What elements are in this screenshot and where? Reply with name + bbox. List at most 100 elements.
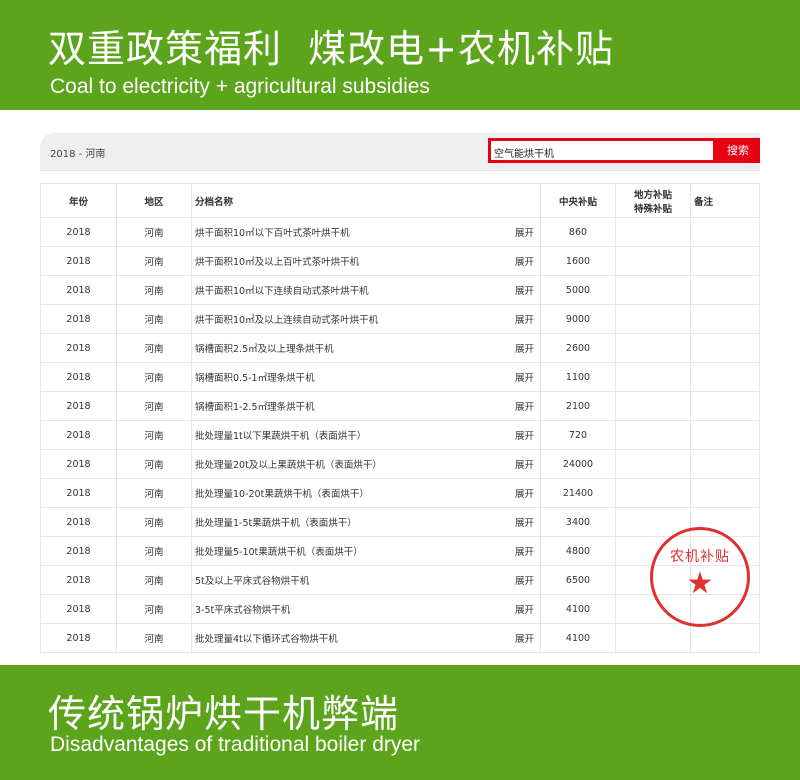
expand-link[interactable]: 展开 <box>480 246 541 276</box>
expand-link[interactable]: 展开 <box>480 449 541 479</box>
cell-central-subsidy: 4100 <box>540 594 616 624</box>
search-bar: 2018 - 河南 空气能烘干机 搜索 <box>40 133 760 171</box>
table-row: 2018 河南 批处理量10-20t果蔬烘干机（表面烘干） 展开 21400 <box>40 478 760 508</box>
expand-link[interactable]: 展开 <box>480 420 541 450</box>
cell-region: 河南 <box>116 420 192 450</box>
cell-remarks <box>690 362 760 392</box>
cell-central-subsidy: 4100 <box>540 623 616 653</box>
expand-link[interactable]: 展开 <box>480 304 541 334</box>
column-header: 年份 <box>40 183 117 218</box>
cell-remarks <box>690 391 760 421</box>
cell-name: 烘干面积10㎡及以上百叶式茶叶烘干机 <box>191 246 481 276</box>
cell-name: 批处理量5-10t果蔬烘干机（表面烘干） <box>191 536 481 566</box>
cell-remarks <box>690 246 760 276</box>
banner-subtitle: Disadvantages of traditional boiler drye… <box>50 733 421 756</box>
cell-remarks <box>690 304 760 334</box>
search-input[interactable]: 空气能烘干机 <box>488 138 716 163</box>
cell-year: 2018 <box>40 333 117 363</box>
cell-region: 河南 <box>116 246 192 276</box>
cell-central-subsidy: 1600 <box>540 246 616 276</box>
cell-central-subsidy: 21400 <box>540 478 616 508</box>
cell-year: 2018 <box>40 594 117 624</box>
cell-name: 批处理量1-5t果蔬烘干机（表面烘干） <box>191 507 481 537</box>
expand-link[interactable]: 展开 <box>480 478 541 508</box>
cell-region: 河南 <box>116 478 192 508</box>
cell-local-subsidy <box>615 275 691 305</box>
cell-name: 烘干面积10㎡及以上连续自动式茶叶烘干机 <box>191 304 481 334</box>
cell-region: 河南 <box>116 565 192 595</box>
cell-name: 批处理量4t以下循环式谷物烘干机 <box>191 623 481 653</box>
cell-central-subsidy: 3400 <box>540 507 616 537</box>
expand-link[interactable]: 展开 <box>480 333 541 363</box>
search-button[interactable]: 搜索 <box>716 138 760 163</box>
stamp-text: 农机补贴 <box>670 549 730 565</box>
cell-name: 批处理量1t以下果蔬烘干机（表面烘干） <box>191 420 481 450</box>
expand-link[interactable]: 展开 <box>480 507 541 537</box>
cell-name: 批处理量20t及以上果蔬烘干机（表面烘干） <box>191 449 481 479</box>
cell-region: 河南 <box>116 623 192 653</box>
expand-link[interactable]: 展开 <box>480 362 541 392</box>
cell-year: 2018 <box>40 449 117 479</box>
cell-local-subsidy <box>615 362 691 392</box>
expand-link[interactable]: 展开 <box>480 565 541 595</box>
cell-central-subsidy: 720 <box>540 420 616 450</box>
cell-region: 河南 <box>116 594 192 624</box>
cell-year: 2018 <box>40 217 117 247</box>
cell-year: 2018 <box>40 420 117 450</box>
cell-region: 河南 <box>116 275 192 305</box>
cell-region: 河南 <box>116 391 192 421</box>
expand-link[interactable]: 展开 <box>480 594 541 624</box>
cell-local-subsidy <box>615 420 691 450</box>
cell-remarks <box>690 449 760 479</box>
expand-link[interactable]: 展开 <box>480 275 541 305</box>
table-row: 2018 河南 锅槽面积0.5-1㎡理条烘干机 展开 1100 <box>40 362 760 392</box>
cell-region: 河南 <box>116 333 192 363</box>
expand-link[interactable]: 展开 <box>480 217 541 247</box>
cell-local-subsidy <box>615 391 691 421</box>
cell-central-subsidy: 24000 <box>540 449 616 479</box>
table-row: 2018 河南 烘干面积10㎡及以上连续自动式茶叶烘干机 展开 9000 <box>40 304 760 334</box>
cell-name: 批处理量10-20t果蔬烘干机（表面烘干） <box>191 478 481 508</box>
cell-central-subsidy: 860 <box>540 217 616 247</box>
cell-local-subsidy <box>615 623 691 653</box>
cell-region: 河南 <box>116 536 192 566</box>
cell-region: 河南 <box>116 362 192 392</box>
banner-subtitle: Coal to electricity + agricultural subsi… <box>50 75 430 98</box>
cell-local-subsidy <box>615 217 691 247</box>
cell-remarks <box>690 217 760 247</box>
cell-remarks <box>690 623 760 653</box>
expand-link[interactable]: 展开 <box>480 391 541 421</box>
cell-year: 2018 <box>40 246 117 276</box>
cell-local-subsidy <box>615 304 691 334</box>
cell-name: 5t及以上平床式谷物烘干机 <box>191 565 481 595</box>
cell-year: 2018 <box>40 478 117 508</box>
cell-year: 2018 <box>40 304 117 334</box>
cell-remarks <box>690 275 760 305</box>
expand-link[interactable]: 展开 <box>480 536 541 566</box>
cell-local-subsidy <box>615 478 691 508</box>
cell-remarks <box>690 420 760 450</box>
banner-title: 传统锅炉烘干机弊端 <box>48 692 400 736</box>
cell-year: 2018 <box>40 623 117 653</box>
cell-remarks <box>690 333 760 363</box>
column-header: 备注 <box>690 183 760 218</box>
cell-year: 2018 <box>40 507 117 537</box>
cell-name: 锅槽面积1-2.5㎡理条烘干机 <box>191 391 481 421</box>
column-header: 中央补贴 <box>540 183 616 218</box>
table-row: 2018 河南 批处理量4t以下循环式谷物烘干机 展开 4100 <box>40 623 760 653</box>
subsidy-table: 年份 地区 分档名称 中央补贴 地方补贴 特殊补贴 备注 2018 河南 烘干面积10㎡以下百… <box>40 183 760 653</box>
table-row: 2018 河南 烘干面积10㎡及以上百叶式茶叶烘干机 展开 1600 <box>40 246 760 276</box>
cell-region: 河南 <box>116 217 192 247</box>
expand-link[interactable]: 展开 <box>480 623 541 653</box>
cell-central-subsidy: 5000 <box>540 275 616 305</box>
column-header: 分档名称 <box>191 183 541 218</box>
cell-central-subsidy: 2100 <box>540 391 616 421</box>
column-header: 地区 <box>116 183 192 218</box>
cell-name: 烘干面积10㎡以下百叶式茶叶烘干机 <box>191 217 481 247</box>
cell-central-subsidy: 9000 <box>540 304 616 334</box>
bottom-banner: 传统锅炉烘干机弊端 Disadvantages of traditional b… <box>0 665 800 780</box>
cell-remarks <box>690 478 760 508</box>
cell-year: 2018 <box>40 536 117 566</box>
star-icon: ★ <box>686 566 714 601</box>
subsidy-stamp: 农机补贴 ★ <box>650 527 750 627</box>
